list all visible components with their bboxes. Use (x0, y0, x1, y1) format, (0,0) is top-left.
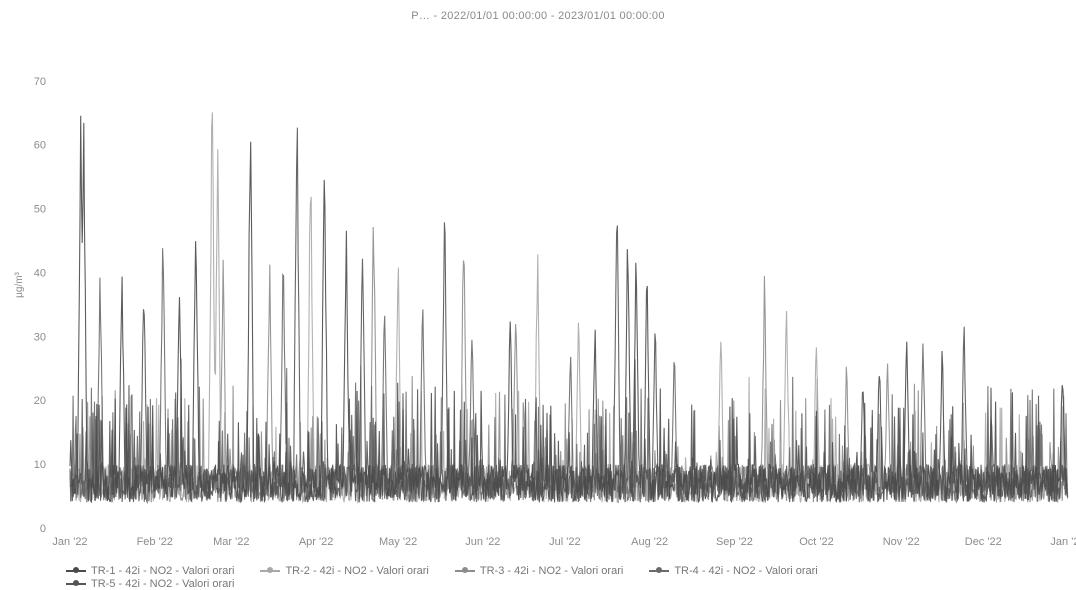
x-tick-label: Feb '22 (137, 536, 173, 548)
legend-label: TR-2 - 42i - NO2 - Valori orari (285, 564, 429, 577)
y-tick-label: 20 (34, 395, 46, 407)
y-tick-label: 50 (34, 204, 46, 216)
y-tick-label: 40 (34, 267, 46, 279)
x-tick-label: Nov '22 (883, 536, 920, 548)
y-tick-label: 30 (34, 331, 46, 343)
x-tick-label: Sep '22 (716, 536, 753, 548)
no2-line-chart: 0 10 20 30 40 50 60 70 µg/m³ Jan '22 Feb '22 Mar … (14, 76, 1076, 548)
legend-label: TR-3 - 42i - NO2 - Valori orari (479, 564, 624, 577)
legend-row-2: TR-5 - 42i - NO2 - Valori orari (66, 577, 1056, 590)
legend-label: TR-4 - 42i - NO2 - Valori orari (674, 564, 818, 577)
series-line-tr-5 (69, 127, 1069, 504)
y-axis-title: µg/m³ (14, 271, 25, 297)
y-axis: 0 10 20 30 40 50 60 70 (34, 76, 46, 535)
chart-title: P… - 2022/01/01 00:00:00 - 2023/01/01 00… (411, 10, 665, 22)
legend-swatch-tr3 (454, 566, 475, 573)
y-tick-label: 70 (34, 76, 46, 88)
series-layer (69, 112, 1069, 505)
legend-swatch-tr5 (66, 579, 86, 586)
y-tick-label: 60 (34, 140, 46, 152)
x-tick-label: May '22 (379, 536, 417, 548)
legend: TR-1 - 42i - NO2 - Valori orari TR-2 - 4… (66, 564, 1056, 590)
x-tick-label: Apr '22 (299, 536, 334, 548)
legend-swatch-tr2 (260, 566, 281, 573)
legend-label: TR-1 - 42i - NO2 - Valori orari (91, 564, 235, 577)
x-tick-label: Mar '22 (213, 536, 249, 548)
x-tick-label: Jan '23 (1050, 536, 1076, 548)
x-tick-label: Aug '22 (631, 536, 668, 548)
legend-swatch-tr1 (66, 566, 86, 573)
x-tick-label: Jan '22 (52, 536, 87, 548)
legend-item-tr1[interactable]: TR-1 - 42i - NO2 - Valori orari (66, 565, 234, 577)
x-tick-label: Jun '22 (465, 536, 500, 548)
series-line-tr-1 (69, 115, 1068, 504)
legend-item-tr4[interactable]: TR-4 - 42i - NO2 - Valori orari (649, 564, 818, 577)
x-axis: Jan '22 Feb '22 Mar '22 Apr '22 May '22 Jun '… (52, 536, 1076, 548)
legend-row-1: TR-1 - 42i - NO2 - Valori orari TR-2 - 4… (66, 564, 1056, 577)
x-tick-label: Oct '22 (799, 536, 834, 548)
legend-item-tr2[interactable]: TR-2 - 42i - NO2 - Valori orari (260, 564, 429, 577)
legend-label: TR-5 - 42i - NO2 - Valori orari (91, 577, 235, 590)
legend-item-tr5[interactable]: TR-5 - 42i - NO2 - Valori orari (66, 578, 234, 590)
x-tick-label: Dec '22 (965, 536, 1002, 548)
legend-swatch-tr4 (649, 566, 670, 573)
y-tick-label: 10 (34, 459, 46, 471)
legend-item-tr3[interactable]: TR-3 - 42i - NO2 - Valori orari (454, 564, 624, 577)
y-tick-label: 0 (40, 523, 46, 535)
x-tick-label: Jul '22 (549, 536, 580, 548)
